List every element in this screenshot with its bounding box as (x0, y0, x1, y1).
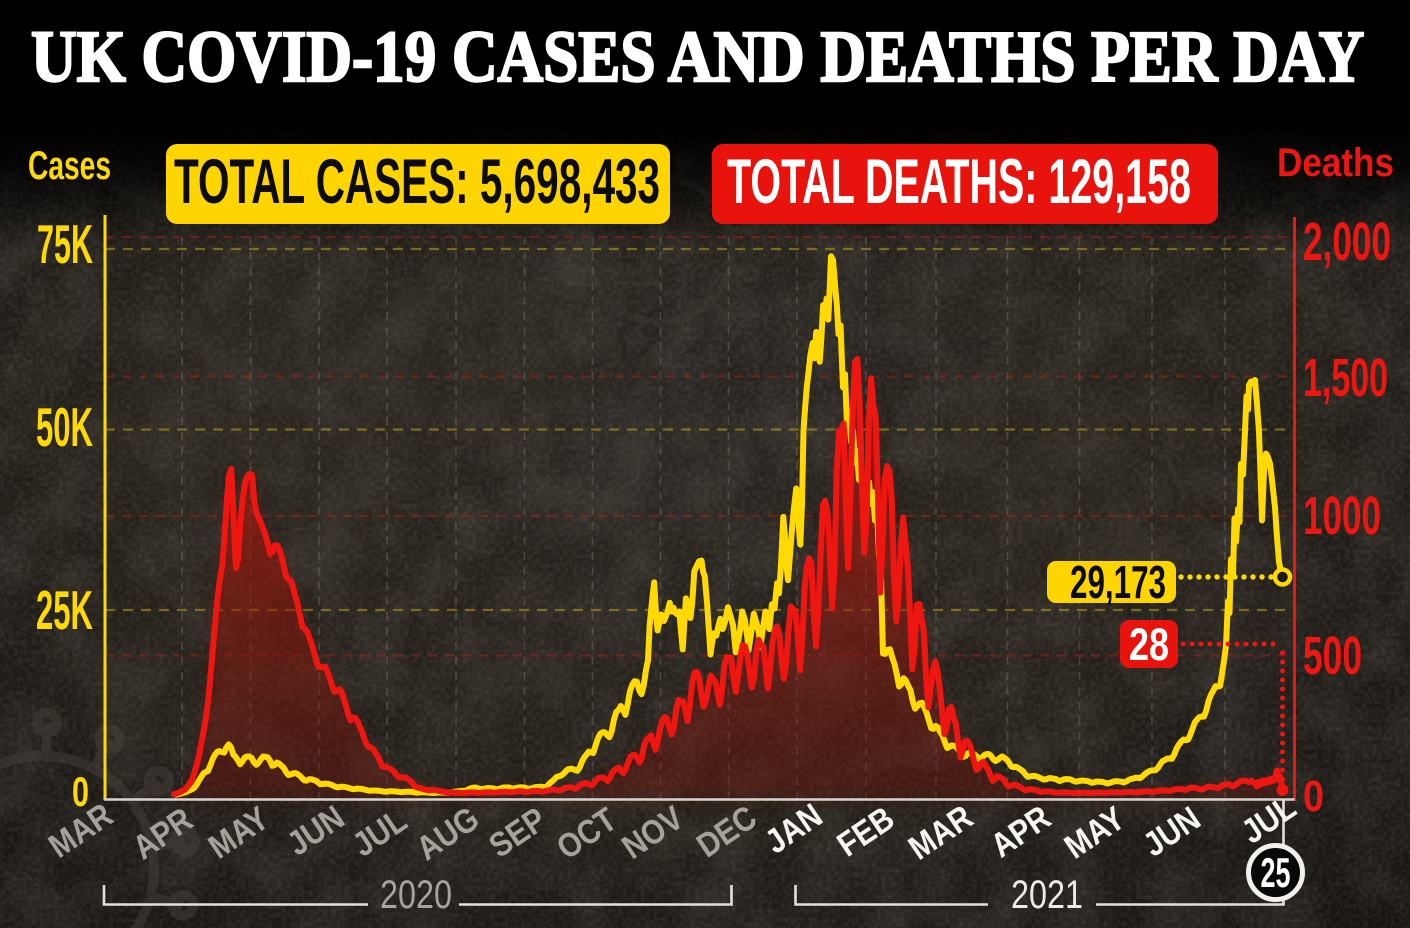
svg-text:1000: 1000 (1303, 486, 1381, 546)
svg-text:500: 500 (1303, 626, 1362, 686)
svg-text:1,500: 1,500 (1303, 348, 1388, 408)
svg-text:0: 0 (1303, 772, 1324, 821)
svg-text:TOTAL DEATHS: 129,158: TOTAL DEATHS: 129,158 (727, 147, 1191, 217)
svg-text:0: 0 (72, 768, 89, 815)
svg-text:Deaths: Deaths (1277, 141, 1394, 185)
svg-text:50K: 50K (36, 396, 93, 458)
svg-text:25: 25 (1261, 849, 1291, 896)
svg-text:75K: 75K (37, 213, 93, 275)
svg-text:25K: 25K (36, 579, 93, 641)
svg-text:2,000: 2,000 (1303, 212, 1391, 272)
svg-text:2021: 2021 (1011, 873, 1083, 917)
svg-text:TOTAL CASES: 5,698,433: TOTAL CASES: 5,698,433 (174, 147, 660, 217)
svg-text:29,173: 29,173 (1070, 556, 1166, 608)
svg-text:Cases: Cases (28, 144, 111, 188)
svg-text:UK COVID-19 CASES AND DEATHS P: UK COVID-19 CASES AND DEATHS PER DAY (31, 16, 1364, 97)
svg-text:2020: 2020 (380, 873, 452, 917)
svg-text:28: 28 (1129, 619, 1169, 670)
